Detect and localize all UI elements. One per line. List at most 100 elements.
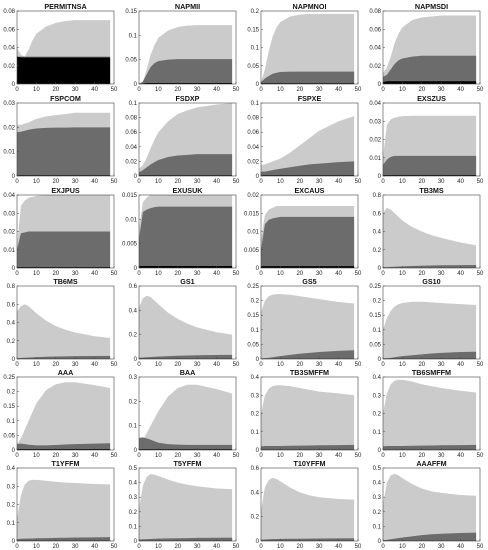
x-tick-label: 10 bbox=[399, 179, 406, 185]
x-tick-label: 10 bbox=[277, 271, 284, 277]
axes-frame bbox=[382, 467, 481, 542]
y-tick-label: 0.05 bbox=[247, 342, 259, 348]
y-tick-label: 0.2 bbox=[7, 339, 16, 345]
x-tick-label: 0 bbox=[137, 544, 141, 550]
panel-title: PERMITNSA bbox=[44, 2, 86, 11]
y-tick-label: 0.15 bbox=[247, 313, 259, 319]
x-tick-label: 30 bbox=[438, 179, 445, 185]
x-tick-label: 20 bbox=[296, 87, 303, 93]
x-tick-label: 50 bbox=[477, 362, 484, 368]
axes-frame bbox=[260, 467, 359, 542]
t10yffm-middle-band bbox=[261, 538, 355, 541]
y-tick-label: 0.2 bbox=[129, 333, 138, 339]
y-tick-label: 0.1 bbox=[129, 524, 138, 530]
panel-title: AAAFFM bbox=[416, 459, 446, 468]
axes-frame bbox=[260, 285, 359, 360]
y-tick-label: 0 bbox=[12, 539, 16, 545]
y-tick-label: 0.01 bbox=[125, 217, 137, 223]
x-tick-label: 30 bbox=[72, 87, 79, 93]
y-tick-label: 0.06 bbox=[125, 130, 137, 136]
y-tick-label: 0 bbox=[378, 448, 382, 454]
x-tick-label: 10 bbox=[33, 87, 40, 93]
x-tick-label: 50 bbox=[477, 179, 484, 185]
y-tick-label: 0 bbox=[134, 539, 138, 545]
y-tick-label: 0.3 bbox=[129, 375, 138, 381]
panel-title: TB6MS bbox=[53, 277, 78, 286]
y-tick-label: 0.2 bbox=[373, 299, 382, 305]
y-tick-label: 0.3 bbox=[373, 393, 382, 399]
x-tick-label: 30 bbox=[316, 453, 323, 459]
y-tick-label: 0.1 bbox=[129, 33, 138, 39]
y-tick-label: 0.15 bbox=[247, 27, 259, 33]
tb6smffm-upper-band bbox=[383, 379, 477, 450]
x-tick-label: 0 bbox=[15, 271, 19, 277]
x-tick-label: 20 bbox=[52, 179, 59, 185]
x-tick-label: 0 bbox=[381, 179, 385, 185]
x-tick-label: 50 bbox=[233, 271, 240, 277]
panel-title: TB3MS bbox=[419, 186, 444, 195]
x-tick-label: 30 bbox=[438, 271, 445, 277]
x-tick-label: 30 bbox=[438, 544, 445, 550]
y-tick-label: 0.6 bbox=[251, 466, 260, 472]
y-tick-label: 0.04 bbox=[3, 193, 15, 199]
panel-fspcom: 0 10 20 30 40 50 0 0.01 0.02 0.03 FSPCOM bbox=[3, 94, 118, 185]
exusuk-lower-band bbox=[139, 266, 233, 268]
x-tick-label: 20 bbox=[174, 87, 181, 93]
panel-permitnsa: 0 10 20 30 40 50 0 0.02 0.04 0.06 0.08 PERMITNSA bbox=[3, 2, 118, 93]
t10yffm-upper-band bbox=[261, 477, 355, 541]
panel-t5yffm: 0 10 20 30 40 50 0 0.1 0.2 0.3 0.4 0.5 T5YFFM bbox=[129, 459, 240, 550]
tb3ms-middle-band bbox=[383, 264, 477, 268]
panel-exszus: 0 10 20 30 40 50 0 0.01 0.02 0.03 0.04 EXSZUS bbox=[369, 94, 484, 185]
napmnoi-middle-band bbox=[261, 71, 355, 84]
x-tick-label: 40 bbox=[213, 87, 220, 93]
x-tick-label: 30 bbox=[438, 87, 445, 93]
x-tick-label: 20 bbox=[52, 271, 59, 277]
y-tick-label: 0.02 bbox=[3, 125, 15, 131]
y-tick-label: 0.3 bbox=[373, 495, 382, 501]
x-tick-label: 30 bbox=[194, 271, 201, 277]
x-tick-label: 40 bbox=[91, 179, 98, 185]
x-tick-label: 30 bbox=[316, 179, 323, 185]
x-tick-label: 40 bbox=[213, 362, 220, 368]
y-tick-label: 0.1 bbox=[129, 101, 138, 107]
y-tick-label: 0.03 bbox=[3, 211, 15, 217]
x-tick-label: 10 bbox=[155, 179, 162, 185]
x-tick-label: 40 bbox=[457, 87, 464, 93]
x-tick-label: 10 bbox=[277, 362, 284, 368]
y-tick-label: 0.15 bbox=[125, 9, 137, 15]
baa-upper-band bbox=[139, 384, 233, 450]
x-tick-label: 50 bbox=[233, 362, 240, 368]
x-tick-label: 20 bbox=[296, 544, 303, 550]
axes-frame bbox=[382, 285, 481, 360]
panel-aaaffm: 0 10 20 30 40 50 0 0.1 0.2 0.3 0.4 0.5 AAAFFM bbox=[373, 459, 484, 550]
exusuk-middle-band bbox=[139, 206, 233, 268]
y-tick-label: 0.8 bbox=[7, 284, 16, 290]
tb3smffm-middle-band bbox=[261, 444, 355, 450]
x-tick-label: 40 bbox=[91, 362, 98, 368]
x-tick-label: 40 bbox=[335, 87, 342, 93]
y-tick-label: 0 bbox=[378, 82, 382, 88]
y-tick-label: 0.04 bbox=[247, 145, 259, 151]
y-tick-label: 0.04 bbox=[3, 46, 15, 52]
x-tick-label: 0 bbox=[381, 87, 385, 93]
y-tick-label: 0.08 bbox=[247, 116, 259, 122]
x-tick-label: 10 bbox=[399, 453, 406, 459]
axes-frame bbox=[16, 376, 115, 451]
x-tick-label: 40 bbox=[335, 453, 342, 459]
x-tick-label: 20 bbox=[174, 362, 181, 368]
aaaffm-middle-band bbox=[383, 532, 477, 541]
x-tick-label: 40 bbox=[213, 271, 220, 277]
x-tick-label: 30 bbox=[72, 453, 79, 459]
napmsdi-lower-band bbox=[383, 81, 477, 84]
x-tick-label: 50 bbox=[355, 544, 362, 550]
y-tick-label: 0 bbox=[378, 266, 382, 272]
y-tick-label: 0 bbox=[256, 539, 260, 545]
fspxe-middle-band bbox=[261, 161, 355, 176]
x-tick-label: 0 bbox=[381, 453, 385, 459]
aaaffm-upper-band bbox=[383, 473, 477, 541]
x-tick-label: 40 bbox=[457, 453, 464, 459]
panel-title: NAPMSDI bbox=[415, 2, 448, 11]
x-tick-label: 20 bbox=[418, 179, 425, 185]
x-tick-label: 20 bbox=[52, 362, 59, 368]
